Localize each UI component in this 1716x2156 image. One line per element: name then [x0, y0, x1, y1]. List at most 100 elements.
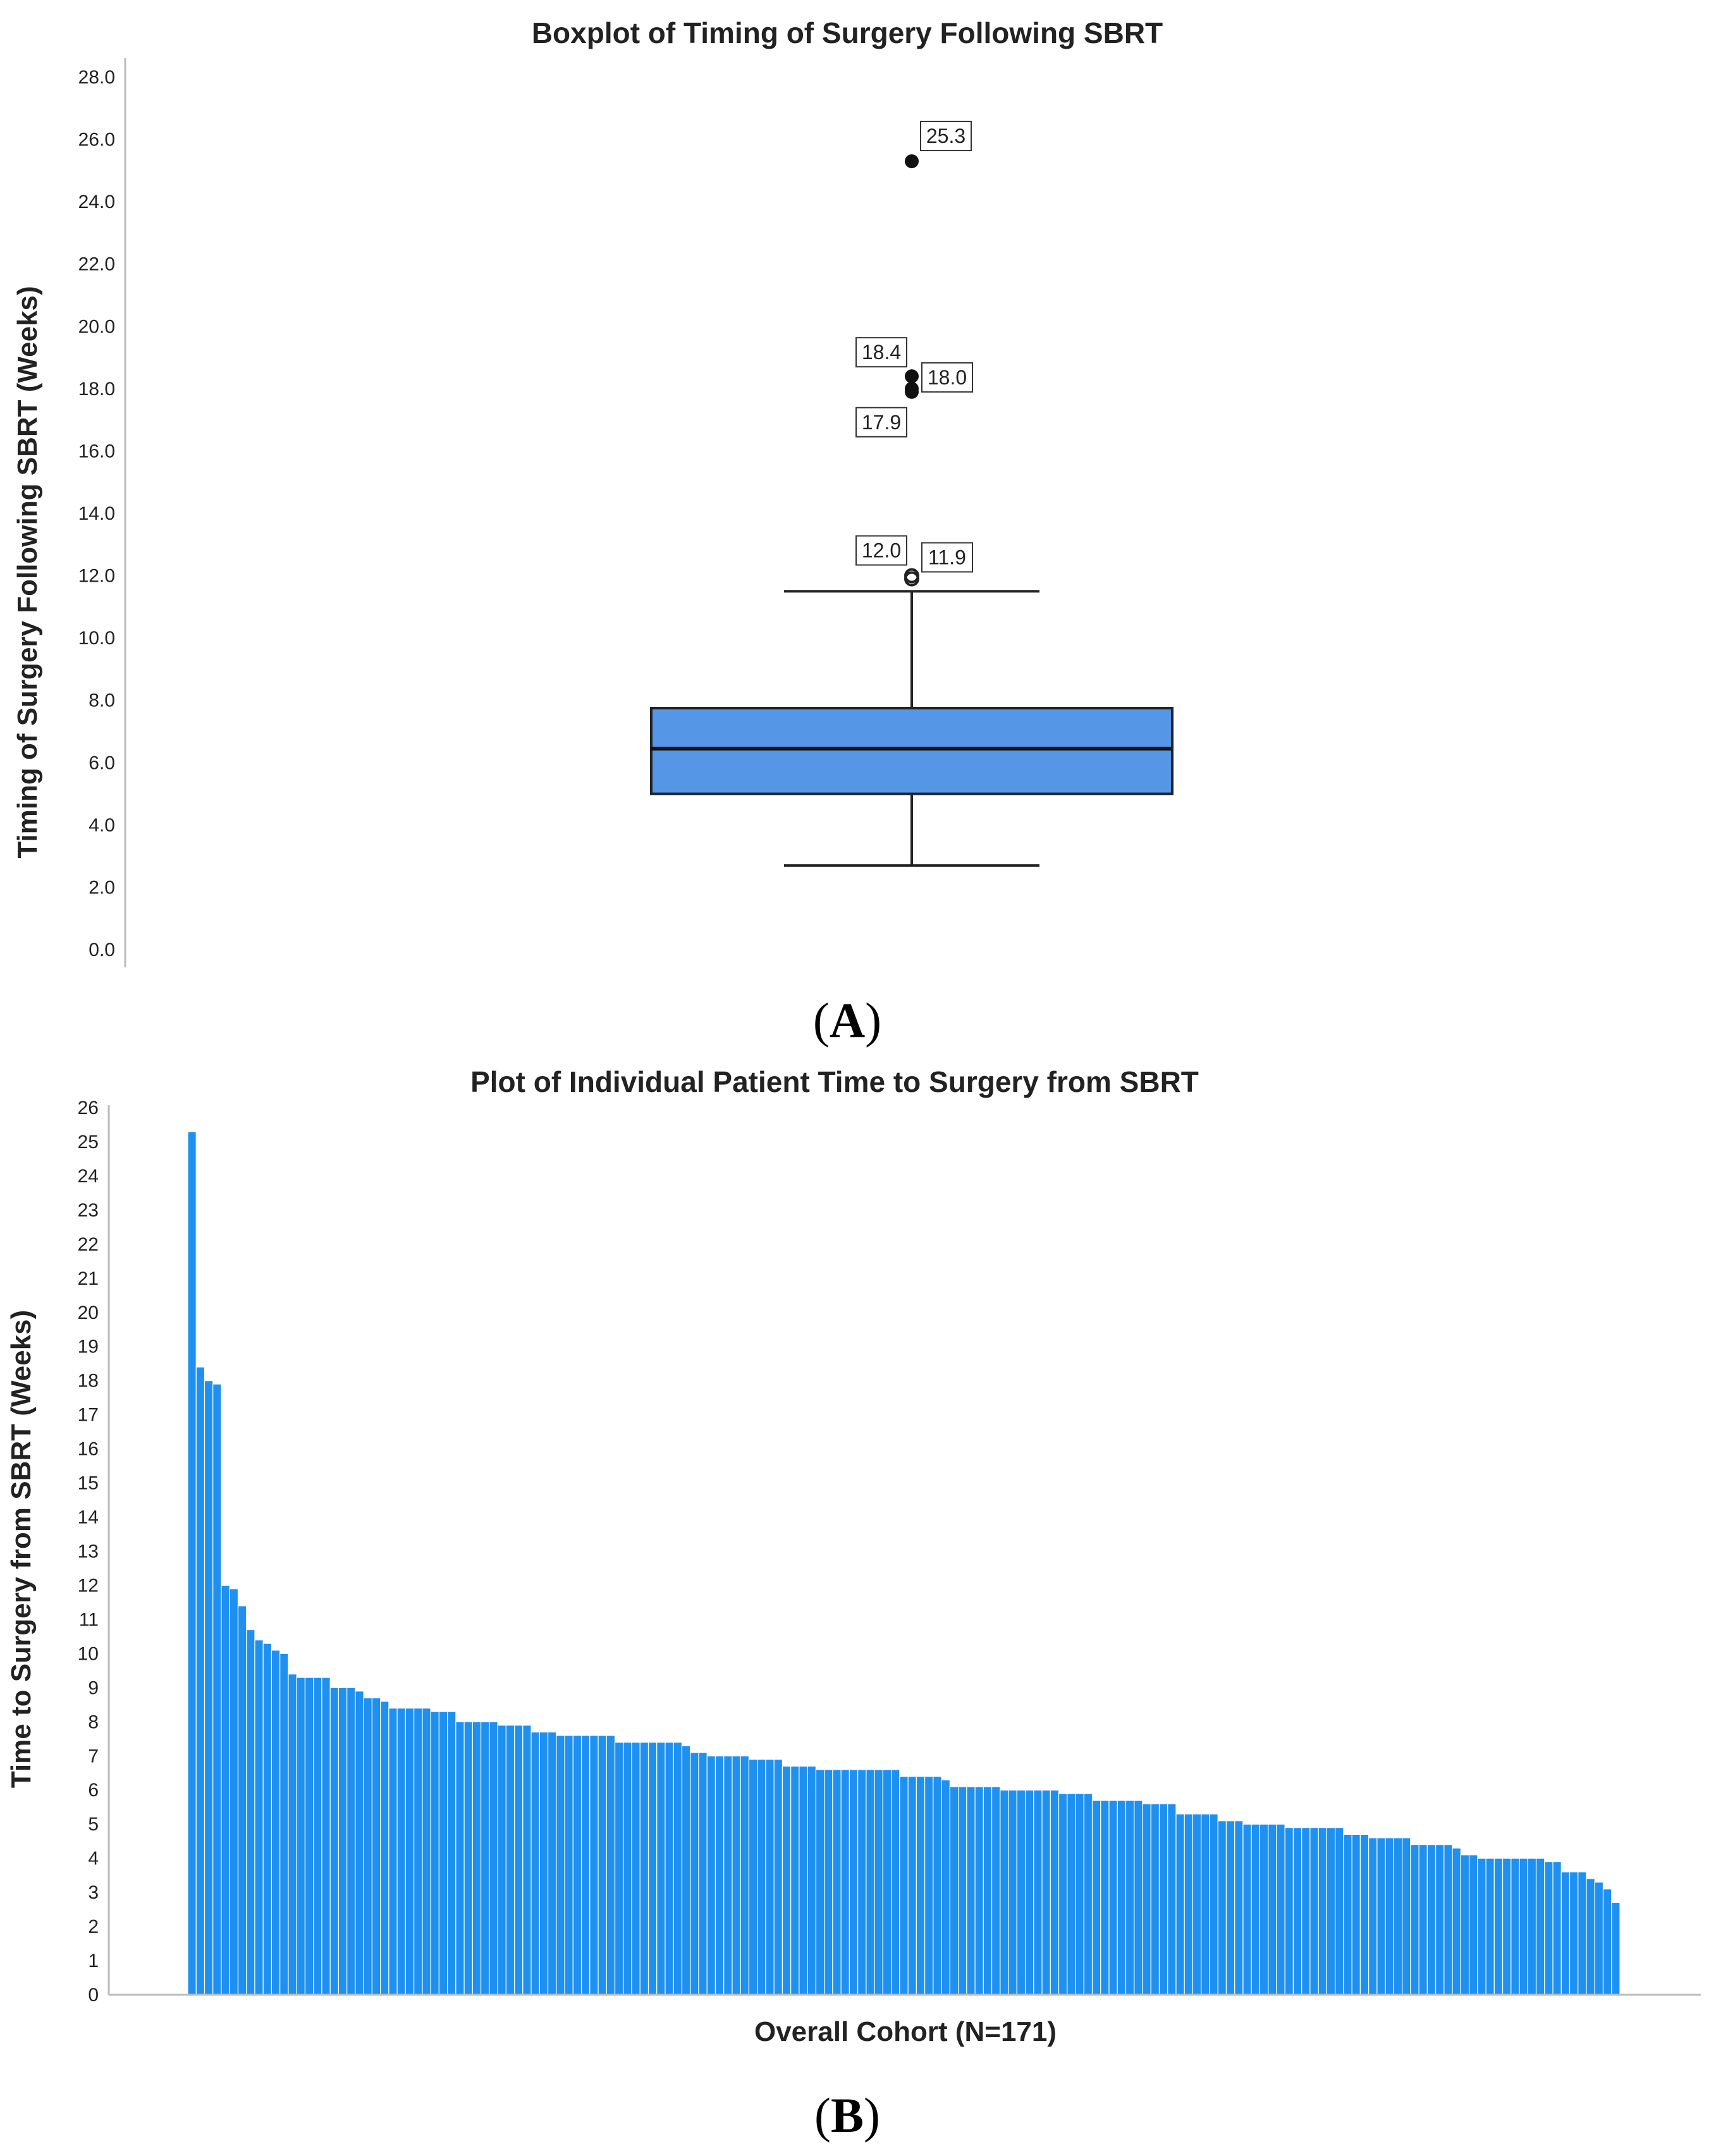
bar	[1134, 1799, 1143, 1995]
y-tick-label: 18.0	[78, 379, 115, 400]
outlier-label: 18.0	[928, 366, 967, 389]
bar	[1108, 1799, 1118, 1995]
outlier-label: 18.4	[862, 341, 901, 364]
bar	[849, 1769, 859, 1995]
y-tick-label: 16	[78, 1439, 99, 1460]
bar	[313, 1677, 322, 1995]
bar	[740, 1755, 750, 1995]
bar	[329, 1687, 340, 1995]
y-tick-label: 6	[88, 1780, 99, 1801]
bar	[614, 1742, 624, 1995]
extreme-outlier-point	[905, 154, 919, 169]
outlier-label-box	[921, 542, 973, 573]
bar	[229, 1588, 239, 1995]
y-tick-label: 15	[78, 1473, 99, 1494]
bar	[832, 1769, 842, 1995]
bar	[1268, 1823, 1277, 1995]
y-tick-label: 19	[78, 1337, 99, 1357]
bar	[732, 1755, 741, 1995]
bar	[1175, 1813, 1185, 1995]
bar	[1460, 1854, 1470, 1995]
bar	[1468, 1854, 1478, 1995]
bar	[1544, 1861, 1554, 1995]
bar	[1041, 1789, 1051, 1995]
bar	[539, 1731, 549, 1995]
outlier-label-box	[855, 337, 907, 368]
bar	[1192, 1813, 1202, 1995]
y-tick-label: 11	[79, 1609, 99, 1630]
bar	[522, 1725, 532, 1995]
mild-outlier-point	[904, 571, 919, 587]
bar	[966, 1786, 976, 1995]
bar	[765, 1759, 775, 1995]
bar	[714, 1755, 725, 1995]
bar	[1477, 1858, 1486, 1995]
y-tick-label: 2.0	[89, 877, 115, 898]
bar	[698, 1752, 708, 1995]
bar	[1008, 1789, 1017, 1995]
y-tick-label: 7	[88, 1746, 99, 1767]
y-tick-label: 22	[78, 1234, 99, 1255]
y-tick-label: 24	[78, 1166, 99, 1187]
bar	[840, 1769, 850, 1995]
bar	[824, 1769, 833, 1995]
bar	[580, 1735, 591, 1995]
bar	[1158, 1803, 1168, 1995]
bar	[1527, 1858, 1537, 1995]
bar	[1578, 1871, 1587, 1995]
bar	[1519, 1858, 1528, 1995]
bar	[1452, 1847, 1461, 1995]
bar	[807, 1765, 817, 1995]
bar	[874, 1769, 883, 1995]
bar	[1493, 1858, 1504, 1995]
bar	[1117, 1799, 1127, 1995]
bar	[530, 1731, 540, 1995]
bar	[1385, 1837, 1394, 1995]
bar	[497, 1725, 506, 1995]
bar	[891, 1769, 900, 1995]
bar	[262, 1643, 273, 1995]
bar	[430, 1711, 439, 1995]
bar	[414, 1708, 423, 1995]
bar	[1485, 1858, 1495, 1995]
bar	[396, 1708, 406, 1995]
bar	[1368, 1837, 1378, 1995]
bar	[907, 1776, 917, 1995]
bar	[1560, 1871, 1571, 1995]
bar	[1091, 1799, 1101, 1995]
bar	[1318, 1827, 1328, 1995]
outlier-label: 12.0	[862, 539, 901, 562]
bar	[815, 1769, 825, 1995]
bar	[1100, 1799, 1110, 1995]
bar	[1326, 1827, 1336, 1995]
bar	[866, 1769, 875, 1995]
bar	[1359, 1834, 1370, 1995]
bar	[957, 1786, 967, 1995]
bar	[949, 1786, 959, 1995]
bar	[983, 1786, 993, 1995]
bar	[1351, 1834, 1361, 1995]
bar	[916, 1776, 926, 1995]
y-tick-label: 12.0	[78, 566, 115, 587]
bar	[572, 1735, 582, 1995]
y-tick-label: 26	[78, 1098, 99, 1118]
extreme-outlier-point	[905, 384, 919, 399]
y-tick-label: 13	[78, 1541, 99, 1562]
bar	[723, 1755, 733, 1995]
bar	[279, 1653, 289, 1995]
outlier-label: 11.9	[928, 546, 966, 569]
bar	[1242, 1823, 1252, 1995]
bar	[1402, 1837, 1411, 1995]
y-tick-label: 12	[78, 1575, 99, 1596]
bar	[899, 1776, 909, 1995]
bar	[1075, 1793, 1084, 1995]
boxplot-box-group	[650, 590, 1174, 867]
bar	[455, 1721, 465, 1995]
bar	[1511, 1858, 1520, 1995]
bar	[1343, 1834, 1352, 1995]
bar	[790, 1765, 800, 1995]
y-tick-label: 9	[88, 1677, 99, 1698]
y-tick-label: 26.0	[78, 130, 115, 150]
bar	[355, 1691, 364, 1995]
bar	[1376, 1837, 1386, 1995]
